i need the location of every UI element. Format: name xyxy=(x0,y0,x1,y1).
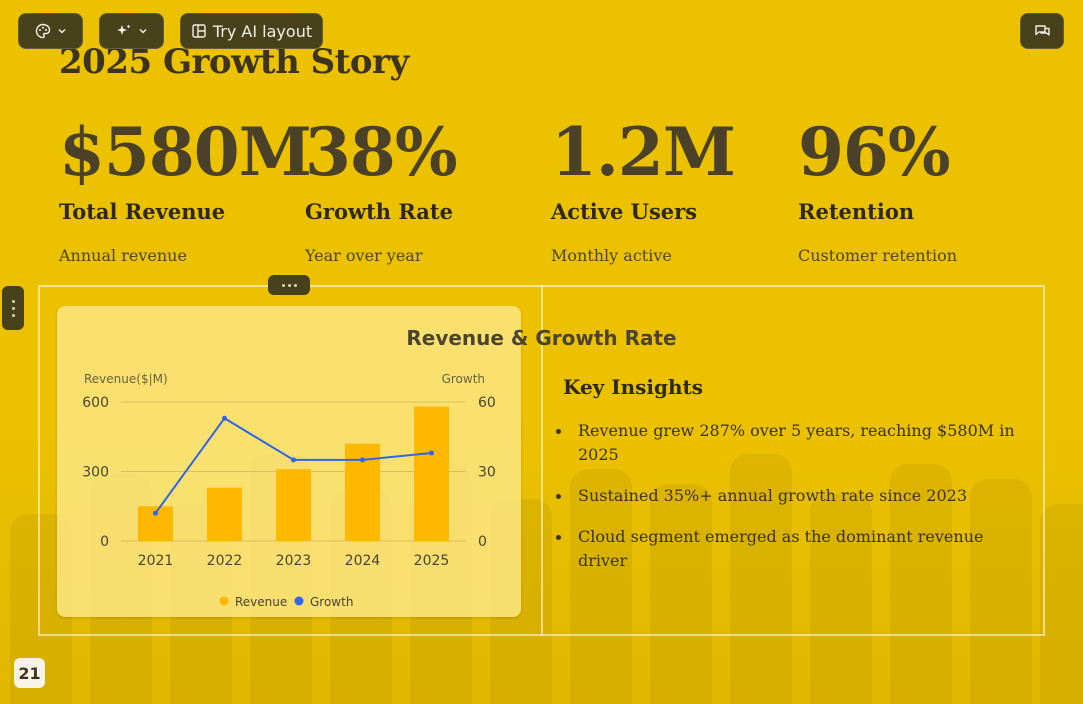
sparkles-icon xyxy=(116,23,132,39)
layout-icon xyxy=(191,23,207,39)
palette-icon xyxy=(35,23,51,39)
x-tick-label: 2025 xyxy=(414,553,450,569)
stat-sublabel: Year over year xyxy=(305,246,423,265)
chevron-down-icon xyxy=(57,26,67,36)
stat-card-growth: 38% Growth Rate Year over year xyxy=(305,110,545,265)
comment-icon xyxy=(1034,23,1051,39)
revenue-bar xyxy=(414,406,449,541)
background-book-shape xyxy=(570,469,632,704)
y-axis-label: Revenue($|M) xyxy=(84,372,168,386)
y-tick-label: 600 xyxy=(82,395,109,411)
try-ai-layout-label: Try AI layout xyxy=(212,21,313,41)
stat-label: Active Users xyxy=(551,199,698,224)
stat-card-retention: 96% Retention Customer retention xyxy=(798,110,1038,265)
background-book-shape xyxy=(650,484,712,704)
y2-axis-label: Growth xyxy=(442,372,485,386)
stat-label: Total Revenue xyxy=(59,199,226,224)
legend-swatch-revenue xyxy=(219,596,229,606)
chart-title: Revenue & Growth Rate xyxy=(406,326,677,350)
x-tick-label: 2024 xyxy=(345,553,381,569)
insights-list: Revenue grew 287% over 5 years, reaching… xyxy=(556,419,1018,590)
stat-sublabel: Annual revenue xyxy=(59,246,187,265)
stat-value: 96% xyxy=(798,113,951,191)
comments-button[interactable] xyxy=(1020,13,1064,49)
growth-point xyxy=(222,415,227,421)
y-tick-label: 300 xyxy=(82,465,109,481)
stat-label: Retention xyxy=(798,199,915,224)
ai-menu-button[interactable] xyxy=(99,13,164,49)
column-divider[interactable] xyxy=(541,285,543,636)
stat-label: Growth Rate xyxy=(305,199,453,224)
x-tick-label: 2021 xyxy=(138,553,174,569)
insight-item: Cloud segment emerged as the dominant re… xyxy=(556,525,1018,573)
legend-label-growth: Growth xyxy=(310,595,353,609)
growth-point xyxy=(360,457,365,463)
try-ai-layout-button[interactable]: Try AI layout xyxy=(180,13,323,49)
growth-point xyxy=(153,510,158,516)
stat-card-revenue: $580M Total Revenue Annual revenue xyxy=(59,110,312,265)
stat-sublabel: Monthly active xyxy=(551,246,672,265)
stat-card-users: 1.2M Active Users Monthly active xyxy=(551,110,791,265)
background-book-shape xyxy=(730,454,792,704)
stat-value: 1.2M xyxy=(551,113,736,191)
revenue-bar xyxy=(207,487,242,541)
insight-item: Revenue grew 287% over 5 years, reaching… xyxy=(556,419,1018,467)
background-book-shape xyxy=(890,464,952,704)
block-side-handle[interactable] xyxy=(2,286,24,330)
x-tick-label: 2023 xyxy=(276,553,312,569)
theme-menu-button[interactable] xyxy=(18,13,83,49)
stat-value: 38% xyxy=(305,113,458,191)
growth-point xyxy=(291,457,296,463)
insight-item: Sustained 35%+ annual growth rate since … xyxy=(556,484,1018,508)
stat-sublabel: Customer retention xyxy=(798,246,957,265)
block-drag-handle[interactable] xyxy=(268,275,310,295)
stat-value: $580M xyxy=(59,113,312,191)
insights-heading: Key Insights xyxy=(563,375,704,399)
growth-point xyxy=(429,450,434,456)
legend-label-revenue: Revenue xyxy=(235,595,287,609)
chevron-down-icon xyxy=(138,26,148,36)
y2-tick-label: 0 xyxy=(478,534,487,550)
revenue-bar xyxy=(276,469,311,541)
background-book-shape xyxy=(1040,504,1083,704)
x-tick-label: 2022 xyxy=(207,553,243,569)
background-book-shape xyxy=(970,479,1032,704)
y2-tick-label: 60 xyxy=(478,395,496,411)
background-book-shape xyxy=(810,494,872,704)
y2-tick-label: 30 xyxy=(478,465,496,481)
page-number-badge[interactable]: 21 xyxy=(14,658,45,688)
legend-swatch-growth xyxy=(294,596,304,606)
y-tick-label: 0 xyxy=(100,534,109,550)
